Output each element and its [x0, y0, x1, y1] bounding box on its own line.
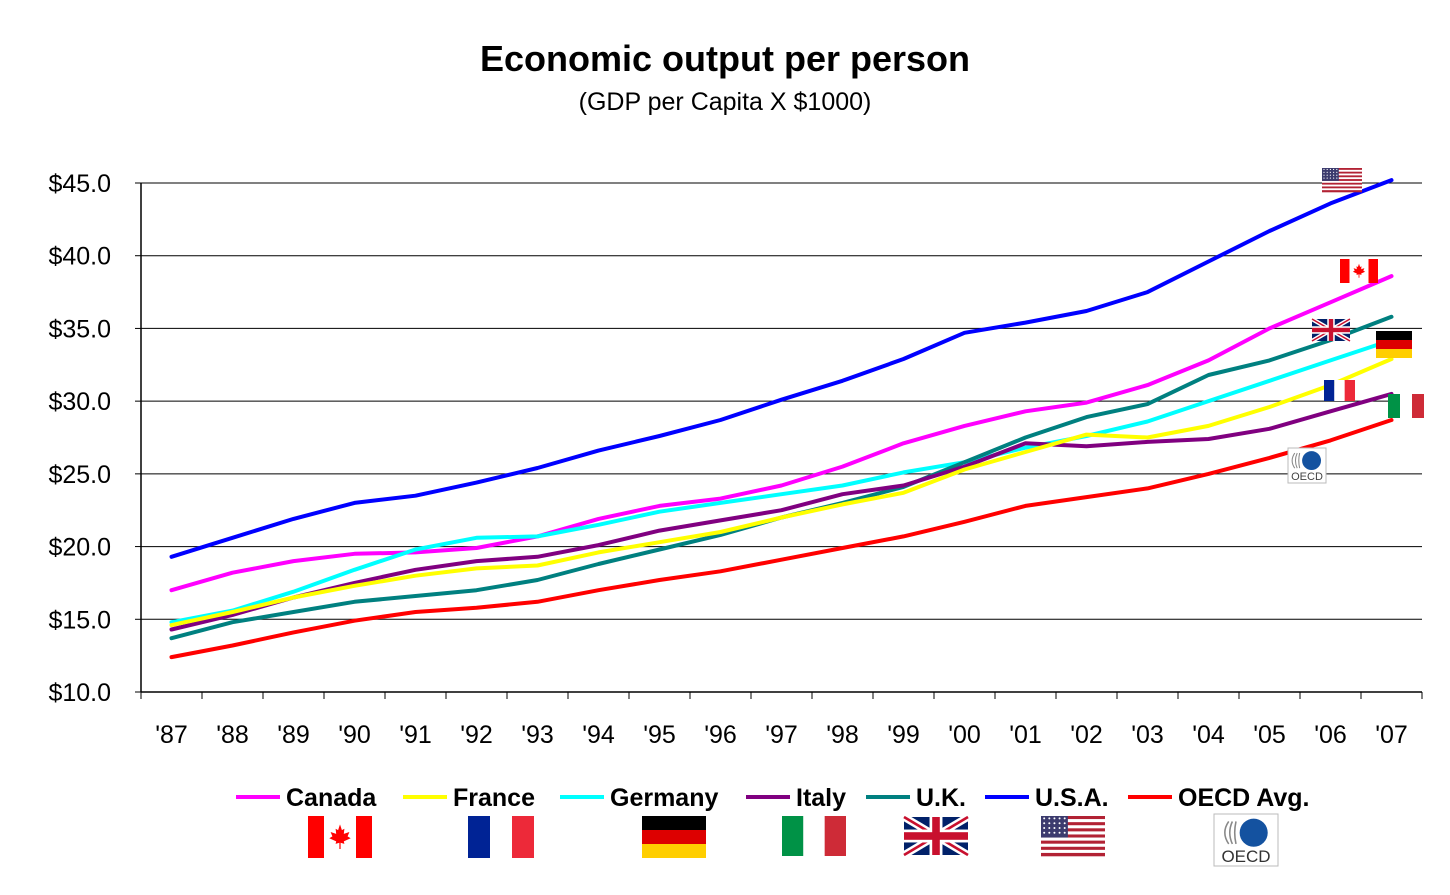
- usa-flag-icon: [1322, 168, 1362, 193]
- x-tick-label: '00: [948, 721, 981, 749]
- x-tick-label: '91: [399, 721, 432, 749]
- series-line-germany: [169, 338, 1394, 625]
- x-tick-label: '01: [1009, 721, 1042, 749]
- oecd-globe-icon: [1302, 451, 1322, 471]
- maple-leaf-icon: [329, 824, 351, 849]
- x-tick-label: '99: [887, 721, 920, 749]
- x-axis-ticks: '87 '88 '89 '90 '91 '92 '93 '94 '95 '96 '97 '98 '99 '…: [140, 692, 1423, 749]
- x-tick-label: '03: [1131, 721, 1164, 749]
- series-line-uk: [169, 314, 1394, 641]
- x-tick-label: '95: [643, 721, 676, 749]
- x-tick-label: '94: [582, 721, 615, 749]
- x-tick-label: '87: [155, 721, 188, 749]
- x-tick-label: '90: [338, 721, 371, 749]
- legend-usa-flag-icon: [1041, 816, 1105, 857]
- x-tick-label: '04: [1192, 721, 1225, 749]
- uk-flag-icon: [1310, 317, 1352, 343]
- canada-flag-icon: [1340, 259, 1378, 283]
- y-tick-label: $10.0: [48, 679, 111, 707]
- x-tick-label: '02: [1070, 721, 1103, 749]
- chart-subtitle: (GDP per Capita X $1000): [579, 88, 872, 116]
- legend-label: Canada: [286, 784, 377, 812]
- axes: [140, 183, 1422, 693]
- series-line-usa: [169, 178, 1394, 559]
- x-tick-label: '06: [1314, 721, 1347, 749]
- legend-germany-flag-icon: [642, 816, 706, 858]
- gridlines: [141, 182, 1422, 620]
- legend-entry-france: France: [403, 784, 535, 858]
- oecd-logo-text: OECD: [1291, 471, 1323, 483]
- italy-flag-icon: [1388, 394, 1424, 418]
- legend-label: U.K.: [916, 784, 966, 812]
- germany-flag-icon: [1376, 331, 1412, 358]
- legend-france-flag-icon: [468, 816, 534, 858]
- legend: Canada France Germany Italy U.K. U.S.A. OECD A…: [236, 784, 1310, 867]
- x-tick-label: '97: [765, 721, 798, 749]
- oecd-logo-text: OECD: [1221, 847, 1270, 866]
- y-tick-label: $45.0: [48, 170, 111, 198]
- x-tick-label: '07: [1375, 721, 1408, 749]
- x-tick-label: '89: [277, 721, 310, 749]
- legend-canada-flag-icon: [308, 816, 372, 858]
- series-line-canada: [169, 274, 1394, 593]
- chart-title: Economic output per person: [480, 38, 970, 79]
- series-line-france: [169, 357, 1394, 628]
- y-axis-ticks: $10.0 $15.0 $20.0 $25.0 $30.0 $35.0 $40.0 $45.0: [48, 170, 141, 707]
- legend-entry-canada: Canada: [236, 784, 377, 858]
- legend-label: France: [453, 784, 535, 812]
- x-tick-label: '88: [216, 721, 249, 749]
- series-end-flags: OECD: [1287, 168, 1424, 484]
- legend-label: Germany: [610, 784, 718, 812]
- series-lines: [169, 178, 1394, 660]
- oecd-globe-icon: [1239, 818, 1268, 847]
- legend-italy-flag-icon: [782, 816, 846, 856]
- france-flag-icon: [1324, 380, 1355, 401]
- y-tick-label: $40.0: [48, 243, 111, 271]
- y-tick-label: $35.0: [48, 315, 111, 343]
- series-line-oecd: [169, 418, 1394, 660]
- legend-label: Italy: [796, 784, 846, 812]
- legend-oecd-flag-icon: OECD: [1213, 813, 1279, 867]
- legend-uk-flag-icon: [902, 813, 970, 859]
- y-tick-label: $30.0: [48, 388, 111, 416]
- y-tick-label: $20.0: [48, 534, 111, 562]
- legend-entry-italy: Italy: [746, 784, 846, 856]
- x-tick-label: '05: [1253, 721, 1286, 749]
- y-tick-label: $15.0: [48, 606, 111, 634]
- legend-entry-oecd: OECD Avg. OECD: [1128, 784, 1310, 867]
- legend-entry-usa: U.S.A.: [985, 784, 1109, 857]
- legend-label: U.S.A.: [1035, 784, 1109, 812]
- maple-leaf-icon: [1352, 263, 1366, 278]
- x-tick-label: '92: [460, 721, 493, 749]
- y-tick-label: $25.0: [48, 461, 111, 489]
- legend-label: OECD Avg.: [1178, 784, 1310, 812]
- series-line-italy: [169, 391, 1394, 632]
- x-tick-label: '98: [826, 721, 859, 749]
- legend-entry-germany: Germany: [560, 784, 718, 858]
- x-tick-label: '96: [704, 721, 737, 749]
- legend-entry-uk: U.K.: [866, 784, 970, 859]
- x-tick-label: '93: [521, 721, 554, 749]
- oecd-logo-icon: OECD: [1287, 447, 1327, 484]
